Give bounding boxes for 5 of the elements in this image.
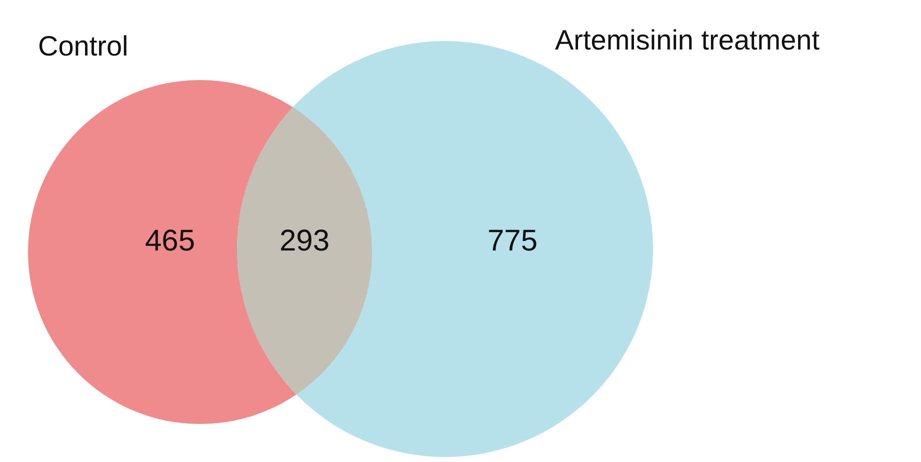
data-label: 775 <box>487 224 538 258</box>
data-label: 465 <box>144 224 196 258</box>
data-label: 293 <box>279 224 330 258</box>
category-label: Control <box>38 30 128 62</box>
category-label: Artemisinin treatment <box>555 24 820 56</box>
